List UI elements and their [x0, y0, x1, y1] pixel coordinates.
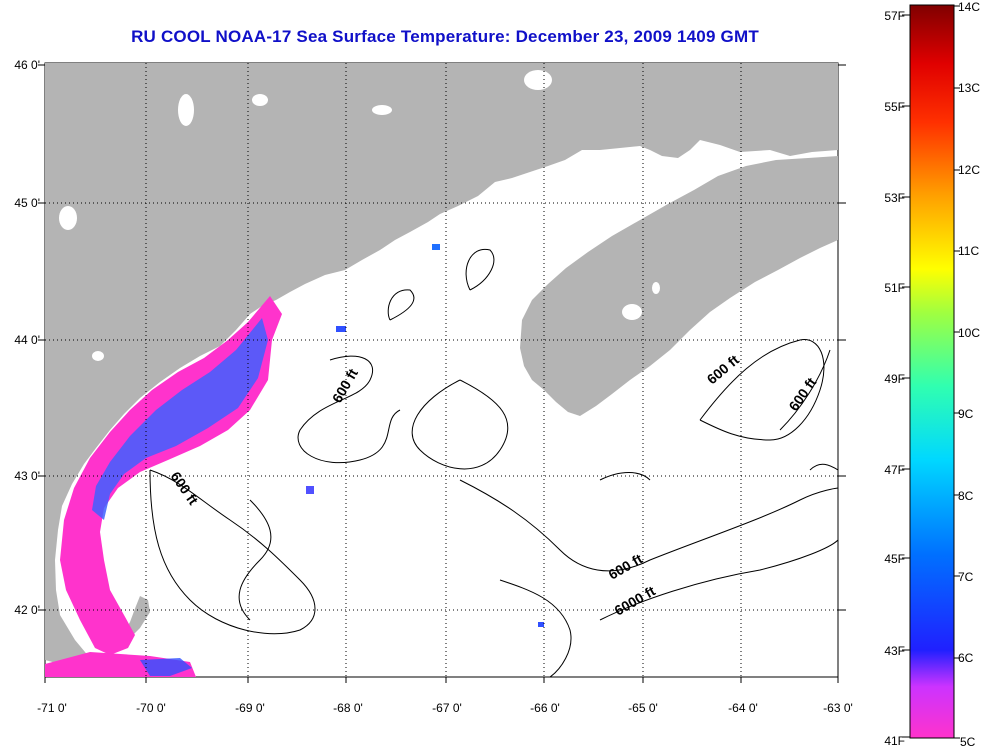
- colorbar-f-label: 57F: [884, 9, 905, 23]
- lon-tick-label: -65 0': [628, 701, 658, 715]
- colorbar-f-label: 53F: [884, 191, 905, 205]
- colorbar-f-label: 41F: [884, 734, 905, 748]
- lat-tick-label: 45 0': [14, 196, 40, 210]
- colorbar-c-label: 12C: [958, 163, 980, 177]
- lon-tick-label: -64 0': [728, 701, 758, 715]
- colorbar-f-label: 47F: [884, 463, 905, 477]
- colorbar-c-label: 5C: [960, 735, 976, 749]
- colorbar-c-label: 8C: [958, 489, 974, 503]
- grid-lines: [45, 63, 838, 677]
- lon-tick-label: -66 0': [530, 701, 560, 715]
- colorbar-c-label: 14C: [958, 0, 980, 14]
- lat-tick-label: 46 0': [14, 58, 40, 72]
- lon-tick-label: -67 0': [432, 701, 462, 715]
- lon-tick-label: -71 0': [37, 701, 67, 715]
- sst-coastal-blue: [92, 318, 268, 520]
- map-title: RU COOL NOAA-17 Sea Surface Temperature:…: [131, 27, 759, 46]
- colorbar-ticks: [902, 5, 960, 739]
- colorbar-c-label: 6C: [958, 651, 974, 665]
- lat-tick-label: 42 0': [14, 603, 40, 617]
- colorbar-f-label: 45F: [884, 552, 905, 566]
- colorbar-f-label: 51F: [884, 281, 905, 295]
- lon-tick-label: -69 0': [235, 701, 265, 715]
- colorbar-c-label: 9C: [958, 407, 974, 421]
- land-mainland: [45, 63, 838, 664]
- colorbar-c-label: 10C: [958, 326, 980, 340]
- lat-tick-label: 44 0': [14, 333, 40, 347]
- colorbar-f-label: 43F: [884, 644, 905, 658]
- lon-tick-label: -63 0': [823, 701, 853, 715]
- land-nova-scotia: [520, 156, 838, 416]
- colorbar-c-label: 13C: [958, 81, 980, 95]
- bathymetry-contours: [149, 248, 838, 677]
- colorbar-f-label: 49F: [884, 372, 905, 386]
- colorbar-c-label: 7C: [958, 570, 974, 584]
- colorbar: [909, 4, 955, 739]
- tick-marks: [38, 64, 846, 683]
- colorbar-c-label: 11C: [958, 244, 979, 258]
- lon-tick-label: -68 0': [333, 701, 363, 715]
- lon-tick-label: -70 0': [136, 701, 166, 715]
- colorbar-f-label: 55F: [884, 100, 905, 114]
- lat-tick-label: 43 0': [14, 469, 40, 483]
